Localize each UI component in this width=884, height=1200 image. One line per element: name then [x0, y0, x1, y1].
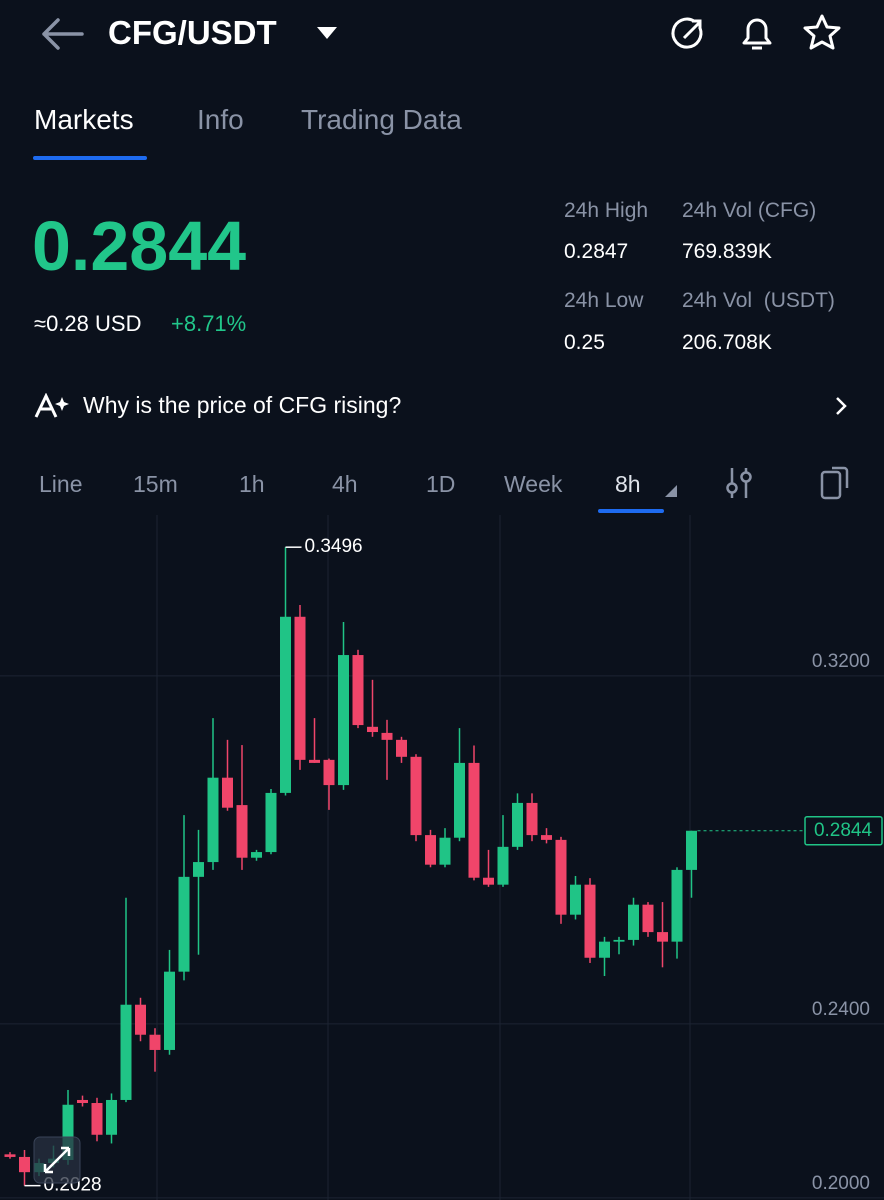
candle-body: [541, 835, 552, 840]
candle-body: [526, 802, 538, 836]
tab-info[interactable]: Info: [197, 104, 244, 135]
interval[interactable]: 1D: [426, 471, 456, 497]
candle-body: [62, 1104, 74, 1160]
tab-markets[interactable]: Markets: [34, 104, 134, 135]
candle-body: [4, 1154, 16, 1157]
share-icon[interactable]: [670, 15, 708, 53]
last-price-box: [804, 816, 883, 846]
interval[interactable]: 4h: [332, 471, 358, 497]
indicator-settings[interactable]: [724, 466, 754, 500]
candle-body: [135, 1004, 146, 1035]
candle-body: [396, 739, 407, 757]
stat-value: 0.2847: [564, 240, 629, 263]
rotate-icon[interactable]: [818, 464, 852, 502]
candle-body: [178, 876, 190, 972]
stat-value: 206.708K: [682, 331, 772, 354]
candle-body: [657, 932, 668, 942]
y-tick-label: 0.3200: [812, 651, 870, 672]
interval-active[interactable]: 8h: [615, 471, 641, 497]
candle-body: [425, 835, 436, 865]
stat-label: 24h Vol (CFG): [682, 199, 817, 222]
candle-body: [352, 655, 364, 726]
candle-body: [338, 655, 349, 786]
candle-body: [483, 877, 494, 885]
candle-body: [236, 805, 248, 858]
candle-body: [91, 1103, 103, 1135]
candle-body: [454, 762, 465, 838]
candle-body: [164, 971, 175, 1050]
candle-body: [410, 756, 422, 836]
candle-body: [367, 726, 378, 733]
fullscreen-button[interactable]: [33, 1136, 81, 1184]
candle-body: [512, 802, 523, 847]
y-tick-label: 0.2000: [812, 1173, 870, 1194]
interval-dropdown[interactable]: [664, 484, 678, 498]
candle-body: [497, 846, 509, 885]
stat-value: 0.25: [564, 331, 605, 354]
candle-body: [323, 759, 335, 786]
pair-title[interactable]: CFG/USDT: [108, 14, 277, 51]
candle-body: [19, 1156, 30, 1173]
candle-body: [439, 837, 451, 865]
candle-body: [642, 904, 654, 933]
interval-underline: [598, 509, 664, 513]
candle-body: [106, 1099, 117, 1135]
candle-body: [309, 759, 320, 763]
candle-body: [381, 732, 393, 740]
candle-body: [584, 884, 596, 958]
chevron[interactable]: [834, 396, 848, 416]
candle-body: [570, 884, 581, 915]
pair-dropdown[interactable]: [316, 26, 338, 40]
y-tick-label: 0.2400: [812, 999, 870, 1020]
candle-body: [251, 852, 262, 858]
stat-value: 769.839K: [682, 240, 772, 263]
candle-body: [555, 839, 567, 915]
candle-body: [613, 939, 625, 942]
candle-body: [265, 792, 277, 853]
interval[interactable]: 1h: [239, 471, 265, 497]
candle-body: [149, 1034, 161, 1050]
candle-body: [628, 904, 639, 940]
candle-body: [599, 941, 610, 958]
alert-icon[interactable]: [738, 13, 776, 53]
candle-body: [193, 862, 204, 877]
max-label: 0.3496: [305, 536, 363, 557]
interval[interactable]: Week: [504, 471, 563, 497]
candle-body: [671, 869, 683, 942]
price-change: +8.71%: [171, 311, 247, 336]
stat-label: 24h Vol (USDT): [682, 289, 835, 312]
interval[interactable]: 15m: [133, 471, 178, 497]
last-price-label: 0.2844: [814, 820, 873, 841]
ai-icon: [34, 393, 69, 418]
candle-body: [294, 616, 306, 760]
candle-body: [468, 762, 480, 878]
insight-link[interactable]: Why is the price of CFG rising?: [83, 392, 402, 418]
stat-label: 24h High: [564, 199, 649, 222]
favorite-icon[interactable]: [802, 13, 842, 53]
stat-label: 24h Low: [564, 289, 644, 312]
usd-price: ≈0.28 USD: [34, 311, 142, 336]
tab-underline: [33, 156, 147, 160]
candle-body: [77, 1099, 88, 1104]
candle-body: [207, 777, 219, 863]
candle-body: [120, 1004, 132, 1100]
candle-body: [222, 777, 233, 808]
last-price: 0.2844: [32, 207, 247, 285]
candle-body: [280, 616, 291, 793]
interval[interactable]: Line: [39, 471, 83, 497]
tab-trading-data[interactable]: Trading Data: [301, 104, 462, 135]
candle-body: [686, 830, 697, 870]
back-button[interactable]: [38, 16, 86, 52]
